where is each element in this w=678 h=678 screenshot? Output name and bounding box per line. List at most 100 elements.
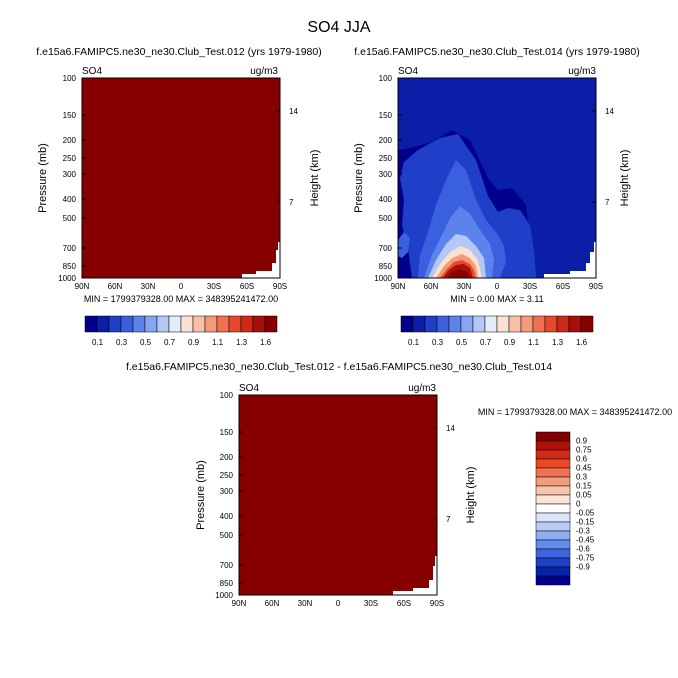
panel-2-colorbar xyxy=(400,315,594,333)
panel-1-field-label: SO4 xyxy=(82,66,102,77)
panel-3-ytick: 500 xyxy=(220,531,234,540)
colorbar-label: 0.75 xyxy=(576,446,592,455)
colorbar-swatch xyxy=(535,566,571,577)
colorbar-label: 0.9 xyxy=(188,338,200,347)
colorbar-label: 0.3 xyxy=(432,338,444,347)
panel-3-ytick: 400 xyxy=(220,512,234,521)
panel-2-ytick: 700 xyxy=(379,244,393,253)
colorbar-swatch xyxy=(96,315,110,333)
panel-3-y-axis-right: 14 7 Height (km) xyxy=(433,424,477,524)
colorbar-swatch xyxy=(508,315,522,333)
colorbar-swatch xyxy=(204,315,218,333)
panel-1-xtick: 0 xyxy=(179,282,184,291)
panel-1-ytick: 400 xyxy=(63,195,77,204)
colorbar-label: 1.1 xyxy=(212,338,224,347)
panel-1-ytick-right: 7 xyxy=(289,198,294,207)
panel-1-xtick: 30N xyxy=(141,282,156,291)
panel-1-title: f.e15a6.FAMIPC5.ne30_ne30.Club_Test.012 … xyxy=(36,46,321,58)
panel-1-ytick: 150 xyxy=(63,111,77,120)
colorbar-swatch xyxy=(580,315,594,333)
colorbar-swatch xyxy=(132,315,146,333)
colorbar-swatch xyxy=(228,315,242,333)
panel-1-ylabel: Pressure (mb) xyxy=(37,143,49,213)
colorbar-label: -0.6 xyxy=(576,545,590,554)
colorbar-swatch xyxy=(535,530,571,541)
colorbar-swatch xyxy=(556,315,570,333)
panel-1-terrain-mask xyxy=(242,242,280,278)
panel-2-contour-level xyxy=(447,269,470,278)
panel-1-units: ug/m3 xyxy=(250,66,278,77)
panel-3-colorbar xyxy=(535,431,571,586)
panel-2-xtick: 60S xyxy=(556,282,570,291)
panel-2-ytick-right: 7 xyxy=(605,198,610,207)
panel-3-stats: MIN = 1799379328.00 MAX = 348395241472.0… xyxy=(478,407,672,417)
panel-2-units: ug/m3 xyxy=(568,66,596,77)
panel-1-ytick: 1000 xyxy=(58,274,76,283)
panel-2-colorbar-labels: 0.1 0.3 0.5 0.7 0.9 1.1 1.3 1.6 xyxy=(408,338,588,347)
panel-2-contour-level xyxy=(398,78,596,278)
colorbar-swatch xyxy=(472,315,486,333)
colorbar-label: 0.1 xyxy=(408,338,420,347)
panel-3-ytick: 300 xyxy=(220,487,234,496)
panel-2-ytick: 300 xyxy=(379,170,393,179)
colorbar-swatch xyxy=(535,557,571,568)
colorbar-swatch xyxy=(156,315,170,333)
colorbar-swatch xyxy=(484,315,498,333)
colorbar-label: -0.05 xyxy=(576,509,595,518)
colorbar-swatch xyxy=(144,315,158,333)
panel-3-y-axis: 100 150 200 250 300 400 500 700 850 1000… xyxy=(195,391,243,600)
colorbar-swatch xyxy=(460,315,474,333)
panel-1-field-fill xyxy=(82,78,280,278)
panel-2-ytick: 1000 xyxy=(374,274,392,283)
colorbar-swatch xyxy=(216,315,230,333)
colorbar-swatch xyxy=(535,431,571,442)
panel-2-ytick: 100 xyxy=(379,74,393,83)
colorbar-label: 1.6 xyxy=(260,338,272,347)
panel-3-title: f.e15a6.FAMIPC5.ne30_ne30.Club_Test.012 … xyxy=(126,361,552,373)
panel-1-ytick: 500 xyxy=(63,214,77,223)
colorbar-swatch xyxy=(180,315,194,333)
colorbar-label: 0.15 xyxy=(576,482,592,491)
panel-1-colorbar-labels: 0.1 0.3 0.5 0.7 0.9 1.1 1.3 1.6 xyxy=(92,338,272,347)
panel-1: f.e15a6.FAMIPC5.ne30_ne30.Club_Test.012 … xyxy=(36,46,321,347)
colorbar-label: 0.1 xyxy=(92,338,104,347)
panel-1-xtick: 60N xyxy=(108,282,123,291)
colorbar-swatch xyxy=(535,521,571,532)
panel-3-ytick: 700 xyxy=(220,561,234,570)
panel-3-ytick: 200 xyxy=(220,453,234,462)
colorbar-label: -0.9 xyxy=(576,563,590,572)
panel-1-ytick: 200 xyxy=(63,136,77,145)
colorbar-label: -0.75 xyxy=(576,554,595,563)
colorbar-swatch xyxy=(168,315,182,333)
panel-2-field-label: SO4 xyxy=(398,66,418,77)
colorbar-label: 1.3 xyxy=(552,338,564,347)
panel-2-xtick: 90S xyxy=(589,282,603,291)
panel-3-units: ug/m3 xyxy=(408,383,436,394)
panel-2-ytick: 200 xyxy=(379,136,393,145)
colorbar-swatch xyxy=(568,315,582,333)
colorbar-swatch xyxy=(535,458,571,469)
colorbar-label: 0.3 xyxy=(116,338,128,347)
panel-3-ylabel-right: Height (km) xyxy=(465,467,477,524)
colorbar-label: 0.7 xyxy=(164,338,176,347)
panel-3-ytick: 850 xyxy=(220,579,234,588)
panel-3-terrain-mask xyxy=(393,556,437,595)
colorbar-swatch xyxy=(535,539,571,550)
colorbar-swatch xyxy=(535,512,571,523)
panel-2-ytick: 150 xyxy=(379,111,393,120)
panel-1-colorbar xyxy=(84,315,278,333)
colorbar-swatch xyxy=(108,315,122,333)
colorbar-swatch xyxy=(252,315,266,333)
panel-1-stats: MIN = 1799379328.00 MAX = 348395241472.0… xyxy=(84,294,278,304)
panel-2-contour-level xyxy=(398,232,410,258)
colorbar-label: 1.6 xyxy=(576,338,588,347)
panel-1-ytick: 100 xyxy=(63,74,77,83)
panel-2-field-contours xyxy=(398,78,596,278)
panel-3-ytick: 150 xyxy=(220,428,234,437)
colorbar-label: -0.3 xyxy=(576,527,590,536)
colorbar-swatch xyxy=(535,449,571,460)
panel-2-ytick: 400 xyxy=(379,195,393,204)
panel-2: f.e15a6.FAMIPC5.ne30_ne30.Club_Test.014 … xyxy=(353,46,640,347)
colorbar-label: 1.1 xyxy=(528,338,540,347)
panel-3-field-label: SO4 xyxy=(239,383,259,394)
